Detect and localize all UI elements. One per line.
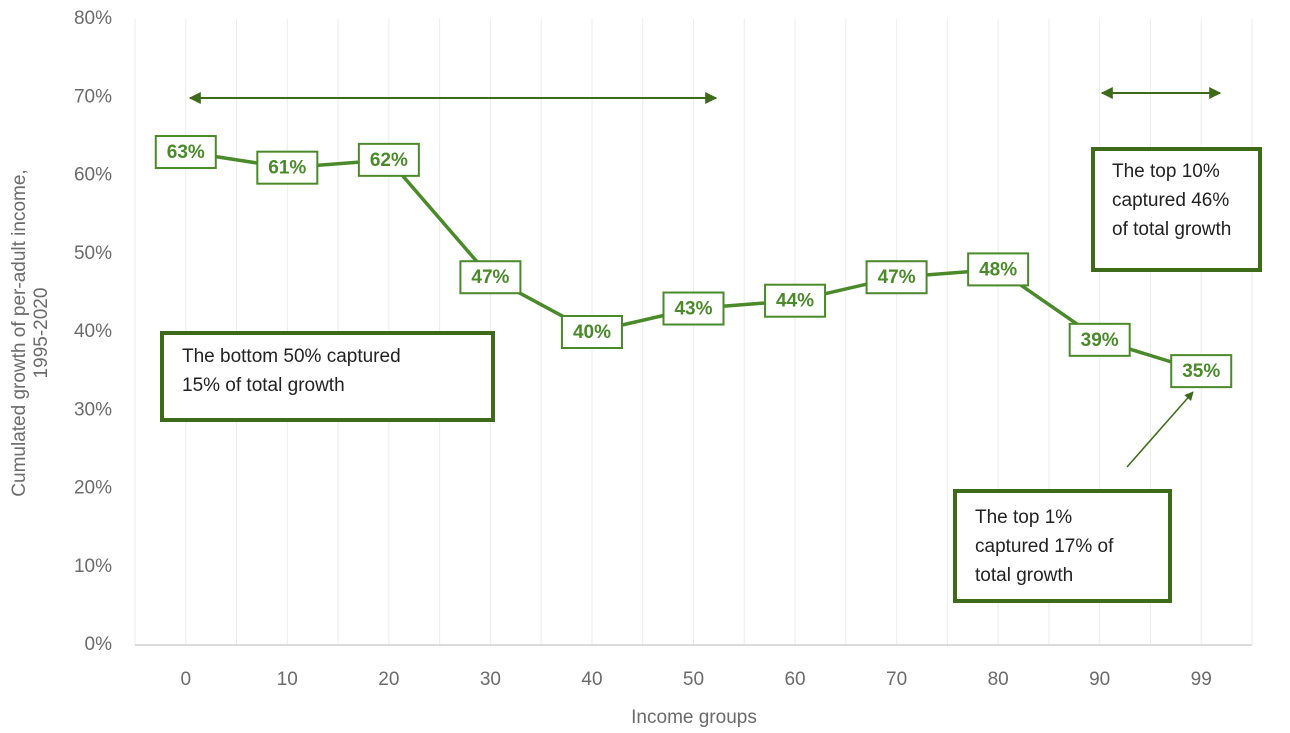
data-label-box — [560, 315, 623, 349]
annotation-box — [953, 489, 1172, 603]
annotation-text: total growth — [975, 565, 1073, 586]
y-tick-label: 80% — [74, 8, 112, 29]
annotation-text: The top 10% — [1112, 161, 1220, 182]
data-label: 63% — [167, 142, 205, 163]
annotation-text: of total growth — [1112, 219, 1231, 240]
x-tick-label: 80 — [988, 669, 1009, 690]
data-label: 61% — [268, 158, 306, 179]
y-tick-label: 60% — [74, 165, 112, 186]
y-axis-label: Cumulated growth of per-adult income, 19… — [9, 169, 52, 496]
data-label: 62% — [370, 150, 408, 171]
data-label-box — [459, 260, 522, 295]
annotation-text: The bottom 50% captured — [182, 346, 401, 367]
data-label-box — [1170, 354, 1233, 389]
data-label-box — [662, 291, 725, 326]
y-tick-label: 10% — [74, 556, 112, 577]
x-tick-label: 70 — [886, 669, 907, 690]
data-label-box — [967, 252, 1030, 287]
data-label-box — [1068, 322, 1131, 357]
y-axis-label-line: 1995-2020 — [31, 288, 52, 379]
y-tick-label: 0% — [85, 634, 113, 655]
data-label: 47% — [878, 267, 916, 288]
data-label-box — [256, 150, 319, 185]
x-axis-label: Income groups — [631, 707, 757, 728]
annotation-box — [1091, 147, 1262, 272]
x-tick-label: 20 — [378, 669, 399, 690]
x-tick-label: 0 — [180, 669, 191, 690]
y-tick-label: 40% — [74, 321, 112, 342]
y-tick-label: 50% — [74, 243, 112, 264]
data-label: 48% — [979, 259, 1017, 280]
y-tick-label: 70% — [74, 86, 112, 107]
x-tick-label: 50 — [683, 669, 704, 690]
data-label-box — [357, 142, 420, 177]
annotation-text: 15% of total growth — [182, 375, 345, 396]
annotation-text: captured 46% — [1112, 190, 1229, 211]
x-tick-label: 99 — [1191, 669, 1212, 690]
annotation-box — [160, 331, 495, 422]
data-label: 44% — [776, 291, 814, 312]
annotation-text: captured 17% of — [975, 536, 1114, 557]
data-label-box — [865, 260, 928, 295]
y-tick-label: 20% — [74, 478, 112, 499]
pointer-arrow — [1126, 391, 1194, 468]
data-label: 43% — [674, 299, 712, 320]
x-tick-label: 10 — [277, 669, 298, 690]
x-tick-label: 60 — [784, 669, 805, 690]
annotation-text: The top 1% — [975, 507, 1072, 528]
x-tick-label: 40 — [581, 669, 602, 690]
data-label: 35% — [1182, 361, 1220, 382]
data-label-box — [154, 135, 217, 170]
data-label: 40% — [573, 322, 611, 343]
y-axis-label-line: Cumulated growth of per-adult income, — [9, 169, 30, 496]
data-label: 47% — [471, 267, 509, 288]
y-tick-label: 30% — [74, 399, 112, 420]
x-tick-label: 30 — [480, 669, 501, 690]
x-tick-label: 90 — [1089, 669, 1110, 690]
data-label: 39% — [1081, 330, 1119, 351]
data-label-box — [764, 283, 827, 318]
